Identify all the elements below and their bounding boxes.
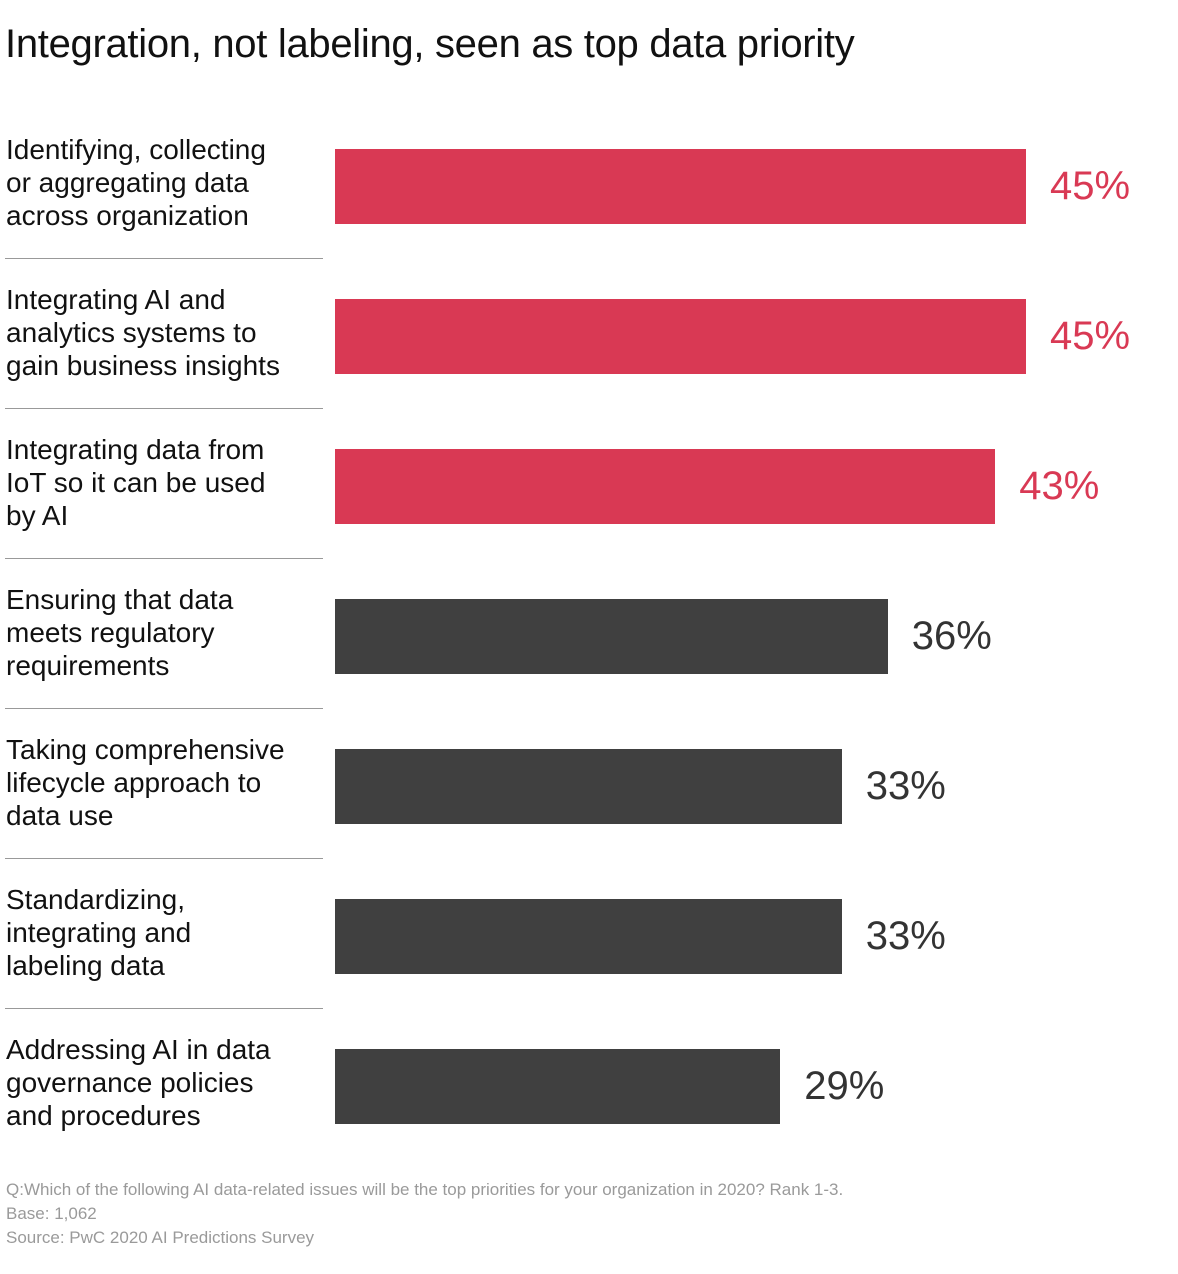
footer-question: Q:Which of the following AI data-related… bbox=[6, 1180, 844, 1199]
category-label: Integrating data from IoT so it can be u… bbox=[6, 434, 266, 531]
bar bbox=[335, 599, 888, 674]
chart-title: Integration, not labeling, seen as top d… bbox=[5, 22, 855, 66]
bar bbox=[335, 899, 842, 974]
row-divider bbox=[5, 1008, 323, 1009]
category-label: Integrating AI and analytics systems to … bbox=[6, 284, 280, 381]
bar bbox=[335, 299, 1026, 374]
row-divider bbox=[5, 708, 323, 709]
category-label: Identifying, collecting or aggregating d… bbox=[6, 134, 266, 231]
category-label: Addressing AI in data governance policie… bbox=[6, 1034, 271, 1131]
value-label: 45% bbox=[1050, 314, 1131, 358]
bar-row: Integrating data from IoT so it can be u… bbox=[0, 434, 1178, 599]
bar-row: Identifying, collecting or aggregating d… bbox=[0, 134, 1178, 299]
bar-row: Integrating AI and analytics systems to … bbox=[0, 284, 1178, 449]
row-divider bbox=[5, 408, 323, 409]
category-label: Standardizing, integrating and labeling … bbox=[6, 884, 192, 981]
bar bbox=[335, 1049, 781, 1124]
footer-base: Base: 1,062 bbox=[6, 1204, 97, 1223]
bar-row: Ensuring that data meets regulatory requ… bbox=[0, 584, 1178, 749]
row-divider bbox=[5, 858, 323, 859]
category-label: Taking comprehensive lifecycle approach … bbox=[6, 734, 285, 831]
category-label: Ensuring that data meets regulatory requ… bbox=[6, 584, 234, 681]
bar-row: Standardizing, integrating and labeling … bbox=[0, 884, 1178, 1049]
value-label: 33% bbox=[865, 764, 946, 808]
value-label: 45% bbox=[1050, 164, 1131, 208]
chart-footer: Q:Which of the following AI data-related… bbox=[6, 1178, 843, 1250]
bar-row: Addressing AI in data governance policie… bbox=[0, 1034, 1178, 1199]
row-divider bbox=[5, 558, 323, 559]
row-divider bbox=[5, 258, 323, 259]
bar bbox=[335, 449, 996, 524]
bar bbox=[335, 749, 842, 824]
value-label: 29% bbox=[804, 1064, 885, 1108]
value-label: 43% bbox=[1019, 464, 1100, 508]
bar bbox=[335, 149, 1026, 224]
bar-row: Taking comprehensive lifecycle approach … bbox=[0, 734, 1178, 899]
value-label: 36% bbox=[911, 614, 992, 658]
value-label: 33% bbox=[865, 914, 946, 958]
footer-source: Source: PwC 2020 AI Predictions Survey bbox=[6, 1228, 315, 1247]
